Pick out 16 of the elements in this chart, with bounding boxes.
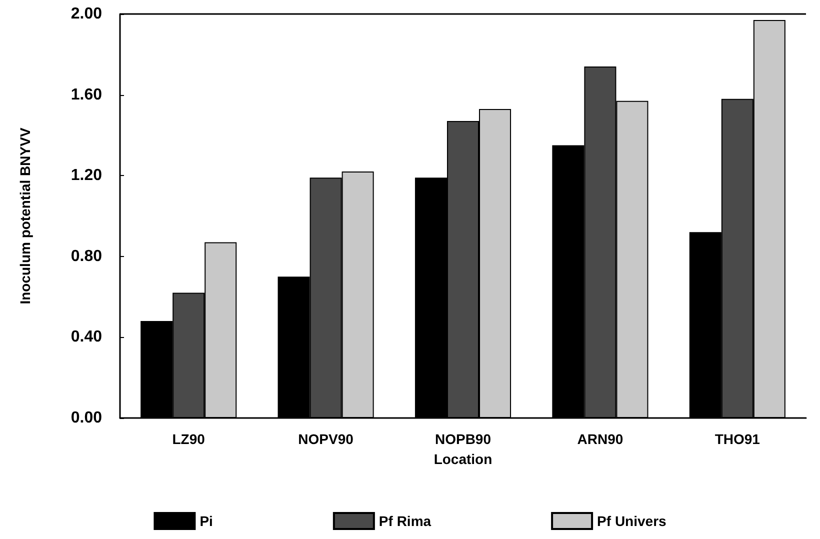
y-tick-label: 1.60 xyxy=(70,86,102,104)
legend-label: Pf Rima xyxy=(378,513,432,529)
x-axis-title: Location xyxy=(434,451,492,467)
x-tick-label: NOPV90 xyxy=(298,431,354,447)
y-tick-label: 0.80 xyxy=(70,248,102,265)
legend-label: Pi xyxy=(200,513,213,529)
x-tick-label: NOPB90 xyxy=(434,431,492,447)
y-axis-title: Inoculum potential BNYVV xyxy=(17,127,33,304)
x-tick-label: ARN90 xyxy=(577,431,624,447)
y-tick-label: 1.20 xyxy=(70,167,102,184)
y-tick-label: 0.40 xyxy=(70,328,102,346)
y-tick-label: 2.00 xyxy=(70,6,102,22)
y-tick-label: 0.00 xyxy=(70,410,102,426)
x-tick-label: THO91 xyxy=(714,431,760,447)
x-tick-label: LZ90 xyxy=(172,431,206,447)
legend-label: Pf Univers xyxy=(597,513,667,529)
